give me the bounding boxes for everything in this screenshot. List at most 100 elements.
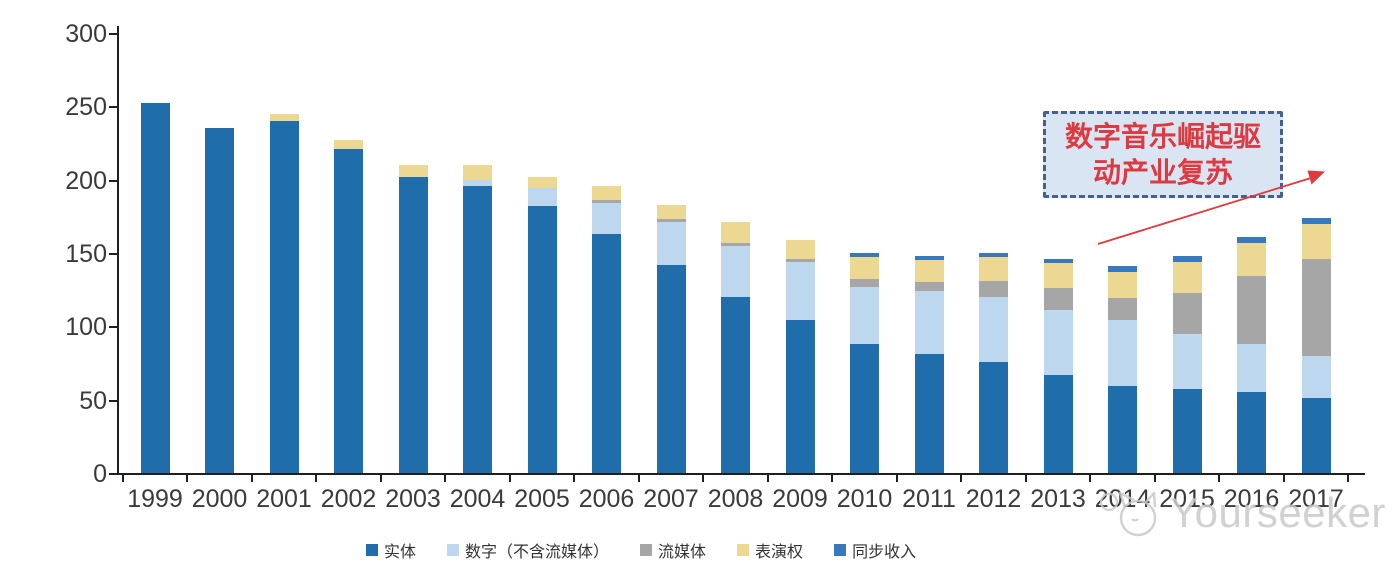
x-tick bbox=[573, 475, 576, 482]
x-axis-label: 2015 bbox=[1159, 485, 1215, 513]
bar-segment-streaming bbox=[914, 282, 944, 292]
bar-segment-physical bbox=[334, 148, 363, 473]
bar-segment-performance bbox=[850, 257, 879, 280]
x-tick bbox=[895, 475, 898, 482]
bar-segment-digital bbox=[914, 291, 944, 355]
annotation-arrow bbox=[1097, 170, 1325, 245]
x-axis-label: 2007 bbox=[643, 485, 699, 513]
bar-segment-streaming bbox=[1172, 292, 1202, 334]
x-tick bbox=[1282, 475, 1285, 482]
bar-segment-digital bbox=[527, 188, 557, 207]
bar-segment-sync bbox=[1043, 258, 1073, 264]
bar-segment-digital bbox=[592, 203, 621, 234]
bar-segment-digital bbox=[721, 245, 750, 297]
x-axis-label: 2014 bbox=[1094, 485, 1151, 513]
bar-segment-digital bbox=[979, 297, 1008, 362]
x-axis-label: 2000 bbox=[191, 485, 248, 513]
bar-segment-physical bbox=[398, 176, 428, 473]
bar-segment-digital bbox=[1108, 320, 1137, 387]
bar-segment-physical bbox=[1301, 398, 1331, 473]
legend-label-performance: 表演权 bbox=[755, 544, 804, 561]
bar-segment-physical bbox=[463, 185, 492, 473]
x-axis-label: 2017 bbox=[1288, 485, 1344, 513]
bar-segment-sync bbox=[1172, 255, 1202, 262]
bar-segment-streaming bbox=[785, 258, 815, 262]
bar-segment-sync bbox=[1108, 266, 1137, 273]
x-axis-label: 2016 bbox=[1223, 485, 1280, 513]
bar-segment-physical bbox=[1172, 389, 1202, 473]
bar-segment-streaming bbox=[1301, 258, 1331, 356]
bar-segment-digital bbox=[850, 286, 879, 344]
x-tick bbox=[508, 475, 511, 482]
legend-item-physical: 实体 bbox=[366, 538, 416, 562]
x-axis-label: 2009 bbox=[772, 485, 828, 513]
y-axis-label: 150 bbox=[65, 240, 107, 268]
x-tick bbox=[1024, 475, 1027, 482]
bar-segment-digital bbox=[1172, 333, 1202, 390]
annotation-callout: 数字音乐崛起驱 动产业复苏 bbox=[1043, 111, 1283, 198]
x-axis-label: 2008 bbox=[707, 485, 764, 513]
bar-segment-performance bbox=[721, 222, 750, 243]
x-tick bbox=[121, 475, 124, 482]
bar-segment-physical bbox=[527, 206, 557, 473]
x-axis-label: 2004 bbox=[449, 485, 506, 513]
x-tick bbox=[766, 475, 769, 482]
bar-segment-performance bbox=[656, 204, 686, 220]
x-tick bbox=[315, 475, 318, 482]
y-tick bbox=[109, 326, 117, 329]
x-tick bbox=[1153, 475, 1156, 482]
x-tick bbox=[1347, 475, 1350, 482]
bar-segment-performance bbox=[269, 113, 299, 121]
x-tick bbox=[186, 475, 189, 482]
x-axis-label: 2002 bbox=[320, 485, 377, 513]
bar-segment-performance bbox=[527, 176, 557, 189]
bar-segment-physical bbox=[721, 297, 750, 473]
bar-segment-physical bbox=[140, 103, 170, 473]
bar-segment-streaming bbox=[592, 200, 621, 204]
bar-segment-performance bbox=[1108, 272, 1137, 299]
bar-segment-streaming bbox=[1108, 298, 1137, 321]
bar-segment-performance bbox=[592, 185, 621, 201]
legend-swatch-physical bbox=[366, 544, 378, 556]
bar-segment-digital bbox=[463, 179, 492, 186]
bar-segment-streaming bbox=[1043, 288, 1073, 311]
bar-segment-physical bbox=[1043, 374, 1073, 473]
bar-segment-physical bbox=[656, 264, 686, 473]
x-axis-label: 2012 bbox=[965, 485, 1022, 513]
bar-segment-physical bbox=[269, 121, 299, 473]
bar-segment-performance bbox=[785, 239, 815, 259]
legend-label-physical: 实体 bbox=[384, 544, 417, 561]
y-axis-label: 100 bbox=[65, 313, 107, 342]
x-tick bbox=[637, 475, 640, 482]
legend-item-digital: 数字（不含流媒体） bbox=[447, 538, 609, 562]
bar-segment-sync bbox=[979, 253, 1008, 258]
legend-item-sync: 同步收入 bbox=[834, 538, 916, 562]
bar-segment-performance bbox=[1301, 223, 1331, 259]
bar-segment-digital bbox=[656, 222, 686, 265]
legend-label-sync: 同步收入 bbox=[852, 544, 917, 561]
y-axis-label: 250 bbox=[65, 93, 107, 122]
x-tick bbox=[702, 475, 705, 482]
legend-swatch-streaming bbox=[640, 544, 653, 556]
x-axis-label: 2013 bbox=[1030, 485, 1086, 513]
bar-segment-physical bbox=[979, 361, 1008, 473]
legend-item-streaming: 流媒体 bbox=[640, 538, 706, 562]
bar-segment-digital bbox=[1237, 343, 1266, 393]
bar-segment-sync bbox=[1301, 217, 1331, 224]
bar-segment-streaming bbox=[721, 242, 750, 246]
legend-swatch-sync bbox=[834, 544, 847, 556]
x-axis-label: 1999 bbox=[127, 485, 183, 513]
bar-segment-physical bbox=[1237, 392, 1266, 473]
bar-segment-streaming bbox=[656, 219, 686, 223]
bar-segment-performance bbox=[334, 140, 363, 149]
bar-segment-performance bbox=[1043, 263, 1073, 289]
y-axis-label: 200 bbox=[65, 166, 107, 195]
x-tick bbox=[1218, 475, 1221, 482]
bar-segment-sync bbox=[1237, 236, 1266, 243]
x-axis-label: 2003 bbox=[385, 485, 441, 513]
y-axis-label: 300 bbox=[65, 20, 107, 48]
bar-segment-performance bbox=[1172, 261, 1202, 293]
x-tick bbox=[1089, 475, 1092, 482]
